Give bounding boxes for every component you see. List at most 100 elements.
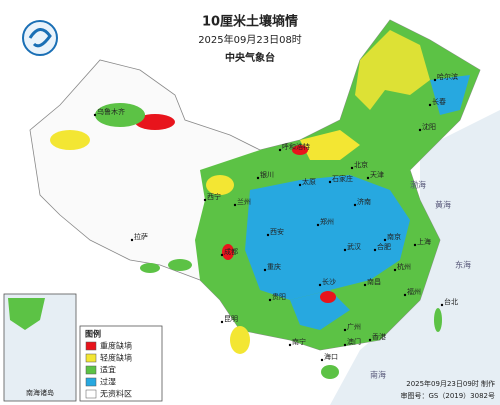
wet-region bbox=[290, 290, 350, 330]
inset-land bbox=[8, 298, 45, 330]
city-dot bbox=[343, 248, 347, 252]
city-label: 济南 bbox=[357, 197, 371, 206]
city-label: 兰州 bbox=[237, 197, 251, 206]
dry-patch bbox=[50, 130, 90, 150]
legend-label: 适宜 bbox=[100, 365, 116, 375]
city-dot bbox=[316, 223, 320, 227]
city-dot bbox=[343, 343, 347, 347]
city-label: 太原 bbox=[302, 177, 316, 186]
city-label: 西安 bbox=[270, 227, 284, 236]
city-dot bbox=[428, 103, 432, 107]
title: 10厘米土壤墒情 bbox=[202, 14, 298, 30]
legend-swatch bbox=[85, 341, 97, 351]
city-dot bbox=[203, 198, 207, 202]
city-dot bbox=[130, 238, 134, 242]
city-label: 合肥 bbox=[377, 242, 391, 251]
city-dot bbox=[393, 268, 397, 272]
city-label: 贵阳 bbox=[272, 292, 286, 301]
city-dot bbox=[220, 253, 224, 257]
city-dot bbox=[353, 203, 357, 207]
city-label: 杭州 bbox=[397, 262, 411, 271]
city-label: 乌鲁木齐 bbox=[97, 107, 125, 116]
city-dot bbox=[418, 128, 422, 132]
city-dot bbox=[403, 293, 407, 297]
city-label: 南昌 bbox=[367, 277, 381, 286]
city-label: 上海 bbox=[417, 237, 431, 246]
green-patch bbox=[168, 259, 192, 271]
city-dot bbox=[373, 248, 377, 252]
wet-region bbox=[245, 175, 410, 300]
green-patch bbox=[140, 263, 160, 273]
wet-region bbox=[430, 75, 470, 115]
agency: 中央气象台 bbox=[225, 51, 275, 64]
sea-label: 东海 bbox=[455, 260, 471, 270]
city-dot bbox=[320, 358, 324, 362]
city-dot bbox=[256, 176, 260, 180]
city-label: 成都 bbox=[224, 247, 238, 256]
city-label: 海口 bbox=[324, 352, 338, 361]
city-label: 重庆 bbox=[267, 262, 281, 271]
city-label: 昆明 bbox=[224, 315, 238, 323]
sea-label: 南海 bbox=[370, 370, 386, 380]
city-label: 西宁 bbox=[207, 192, 221, 201]
city-label: 石家庄 bbox=[332, 174, 353, 183]
legend-label: 过湿 bbox=[100, 377, 116, 387]
hainan bbox=[321, 365, 339, 379]
severe-dry-patch bbox=[320, 291, 336, 303]
city-label: 郑州 bbox=[320, 218, 334, 226]
city-label: 台北 bbox=[444, 297, 458, 306]
city-dot bbox=[263, 268, 267, 272]
city-label: 香港 bbox=[372, 332, 386, 341]
city-dot bbox=[278, 148, 282, 152]
city-dot bbox=[368, 338, 372, 342]
legend-label: 轻度缺墒 bbox=[100, 353, 132, 363]
legend-swatch bbox=[85, 353, 97, 363]
dry-region bbox=[355, 30, 430, 110]
city-label: 长沙 bbox=[322, 277, 336, 286]
city-label: 南京 bbox=[387, 232, 401, 241]
city-dot bbox=[433, 78, 437, 82]
sea-label: 黄海 bbox=[435, 200, 451, 210]
city-label: 银川 bbox=[260, 170, 274, 179]
legend-swatch bbox=[85, 389, 97, 399]
legend-title: 图例 bbox=[85, 329, 101, 339]
city-label: 南宁 bbox=[292, 337, 306, 346]
footer-approval: 审图号：GS（2019）3082号 bbox=[401, 391, 496, 400]
city-dot bbox=[266, 233, 270, 237]
city-label: 长春 bbox=[432, 97, 446, 106]
city-dot bbox=[288, 343, 292, 347]
legend-label: 重度缺墒 bbox=[100, 341, 132, 351]
city-dot bbox=[268, 298, 272, 302]
city-label: 北京 bbox=[354, 160, 368, 169]
city-dot bbox=[233, 203, 237, 207]
logo bbox=[22, 20, 58, 56]
city-label: 哈尔滨 bbox=[437, 72, 458, 81]
dry-region bbox=[300, 130, 360, 160]
legend-box bbox=[79, 325, 163, 402]
sea-area bbox=[330, 110, 500, 405]
dry-patch bbox=[230, 326, 250, 354]
legend-label: 无资料区 bbox=[100, 389, 132, 399]
severe-dry-patch bbox=[292, 145, 308, 155]
city-dot bbox=[363, 283, 367, 287]
footer-made: 2025年09月23日09时 制作 bbox=[406, 379, 495, 388]
city-dot bbox=[383, 238, 387, 242]
city-label: 天津 bbox=[370, 171, 384, 179]
sea-label: 渤海 bbox=[410, 180, 426, 190]
legend-swatch bbox=[85, 377, 97, 387]
city-label: 拉萨 bbox=[134, 232, 148, 241]
city-dot bbox=[440, 303, 444, 307]
city-dot bbox=[350, 166, 354, 170]
city-dot bbox=[220, 320, 224, 324]
city-label: 福州 bbox=[407, 287, 421, 296]
green-patch bbox=[95, 103, 145, 127]
city-label: 呼和浩特 bbox=[282, 142, 310, 151]
city-dot bbox=[413, 243, 417, 247]
taiwan bbox=[434, 308, 442, 332]
city-label: 澳门 bbox=[347, 337, 361, 346]
inset-label: 南海诸岛 bbox=[26, 388, 54, 397]
